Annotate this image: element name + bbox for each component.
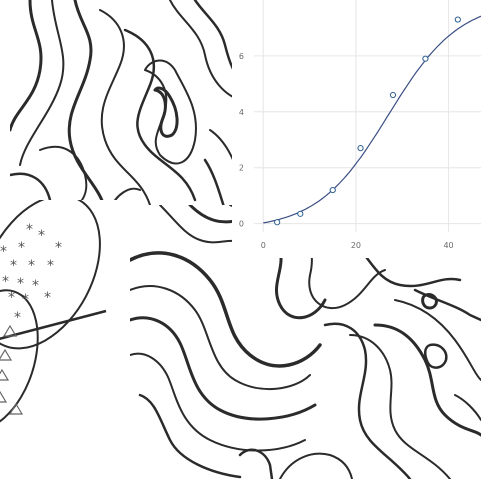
chart-x-tick-labels: 0 20 40 (261, 241, 454, 250)
y-tick-label: 4 (239, 108, 244, 117)
triangle-marker (0, 390, 8, 403)
triangle-marker (0, 368, 10, 381)
triangle-cluster-ellipse (0, 289, 39, 431)
chart-svg: 0 20 40 0 2 4 6 (232, 0, 481, 258)
data-point (454, 16, 461, 23)
star-marker: * (10, 258, 17, 274)
classification-svg: * * * * * * * * * * * * * * * (0, 200, 107, 431)
star-cluster-ellipse (0, 200, 101, 350)
chart-points (274, 16, 461, 226)
triangle-marker (0, 348, 13, 361)
data-point (422, 55, 429, 62)
data-point (389, 91, 397, 99)
chart-background (232, 0, 481, 258)
star-marker: * (26, 222, 33, 238)
star-marker: * (47, 258, 54, 274)
star-marker: * (28, 258, 35, 274)
star-marker: * (8, 290, 15, 306)
x-tick-label: 40 (443, 241, 453, 250)
x-tick-label: 20 (351, 241, 361, 250)
fitted-curve-chart: 0 20 40 0 2 4 6 (232, 0, 481, 258)
star-marker: * (32, 278, 39, 294)
x-tick-label: 0 (261, 241, 266, 250)
star-marker: * (2, 274, 9, 290)
star-marker: * (44, 290, 51, 306)
star-marker: * (0, 244, 7, 260)
star-marker: * (38, 228, 45, 244)
triangle-marker (8, 402, 24, 415)
data-point (274, 219, 281, 226)
classification-sketch: * * * * * * * * * * * * * * * (0, 200, 130, 479)
decision-boundary-line (0, 309, 107, 340)
star-marker: * (14, 310, 21, 326)
chart-grid (254, 0, 481, 232)
star-marker: * (17, 276, 24, 292)
y-tick-label: 6 (239, 52, 244, 61)
contour-lines-top (10, 0, 240, 210)
chart-y-tick-labels: 0 2 4 6 (239, 52, 244, 229)
data-point (329, 186, 336, 194)
y-tick-label: 0 (239, 220, 244, 229)
star-marker: * (22, 292, 29, 308)
y-tick-label: 2 (239, 164, 244, 173)
data-point (297, 210, 304, 217)
triangle-markers (0, 324, 24, 415)
contour-map-top (10, 0, 240, 210)
data-point (357, 145, 364, 152)
star-marker: * (55, 240, 62, 256)
star-marker: * (18, 240, 25, 256)
triangle-marker (2, 324, 18, 337)
star-markers: * * * * * * * * * * * * * * * (0, 222, 62, 326)
